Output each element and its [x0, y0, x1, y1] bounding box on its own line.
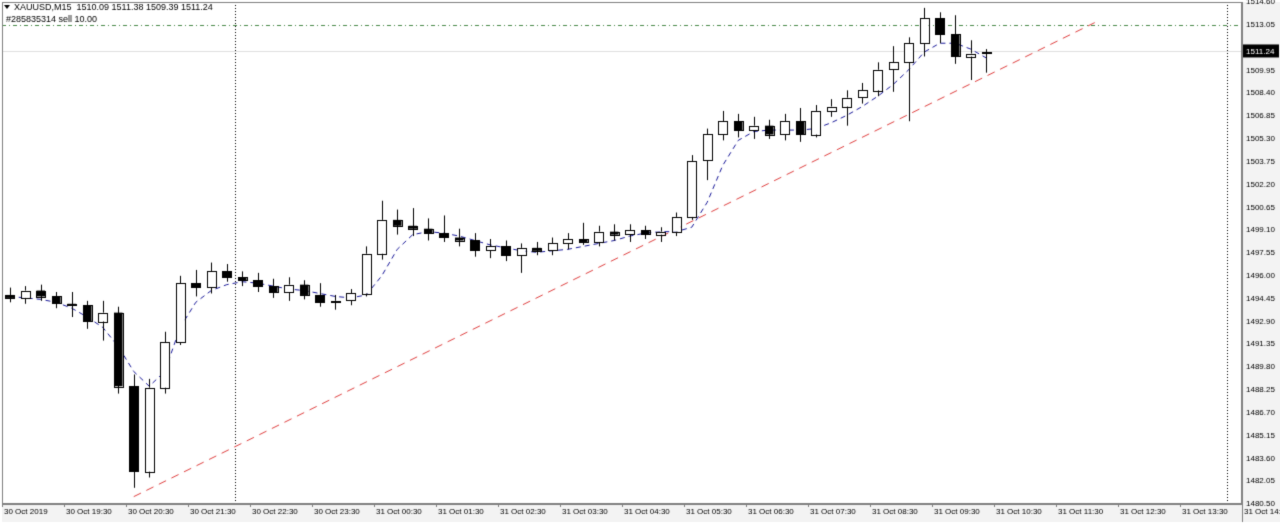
chart-container — [0, 0, 1280, 524]
candlestick-chart[interactable] — [0, 0, 1280, 524]
